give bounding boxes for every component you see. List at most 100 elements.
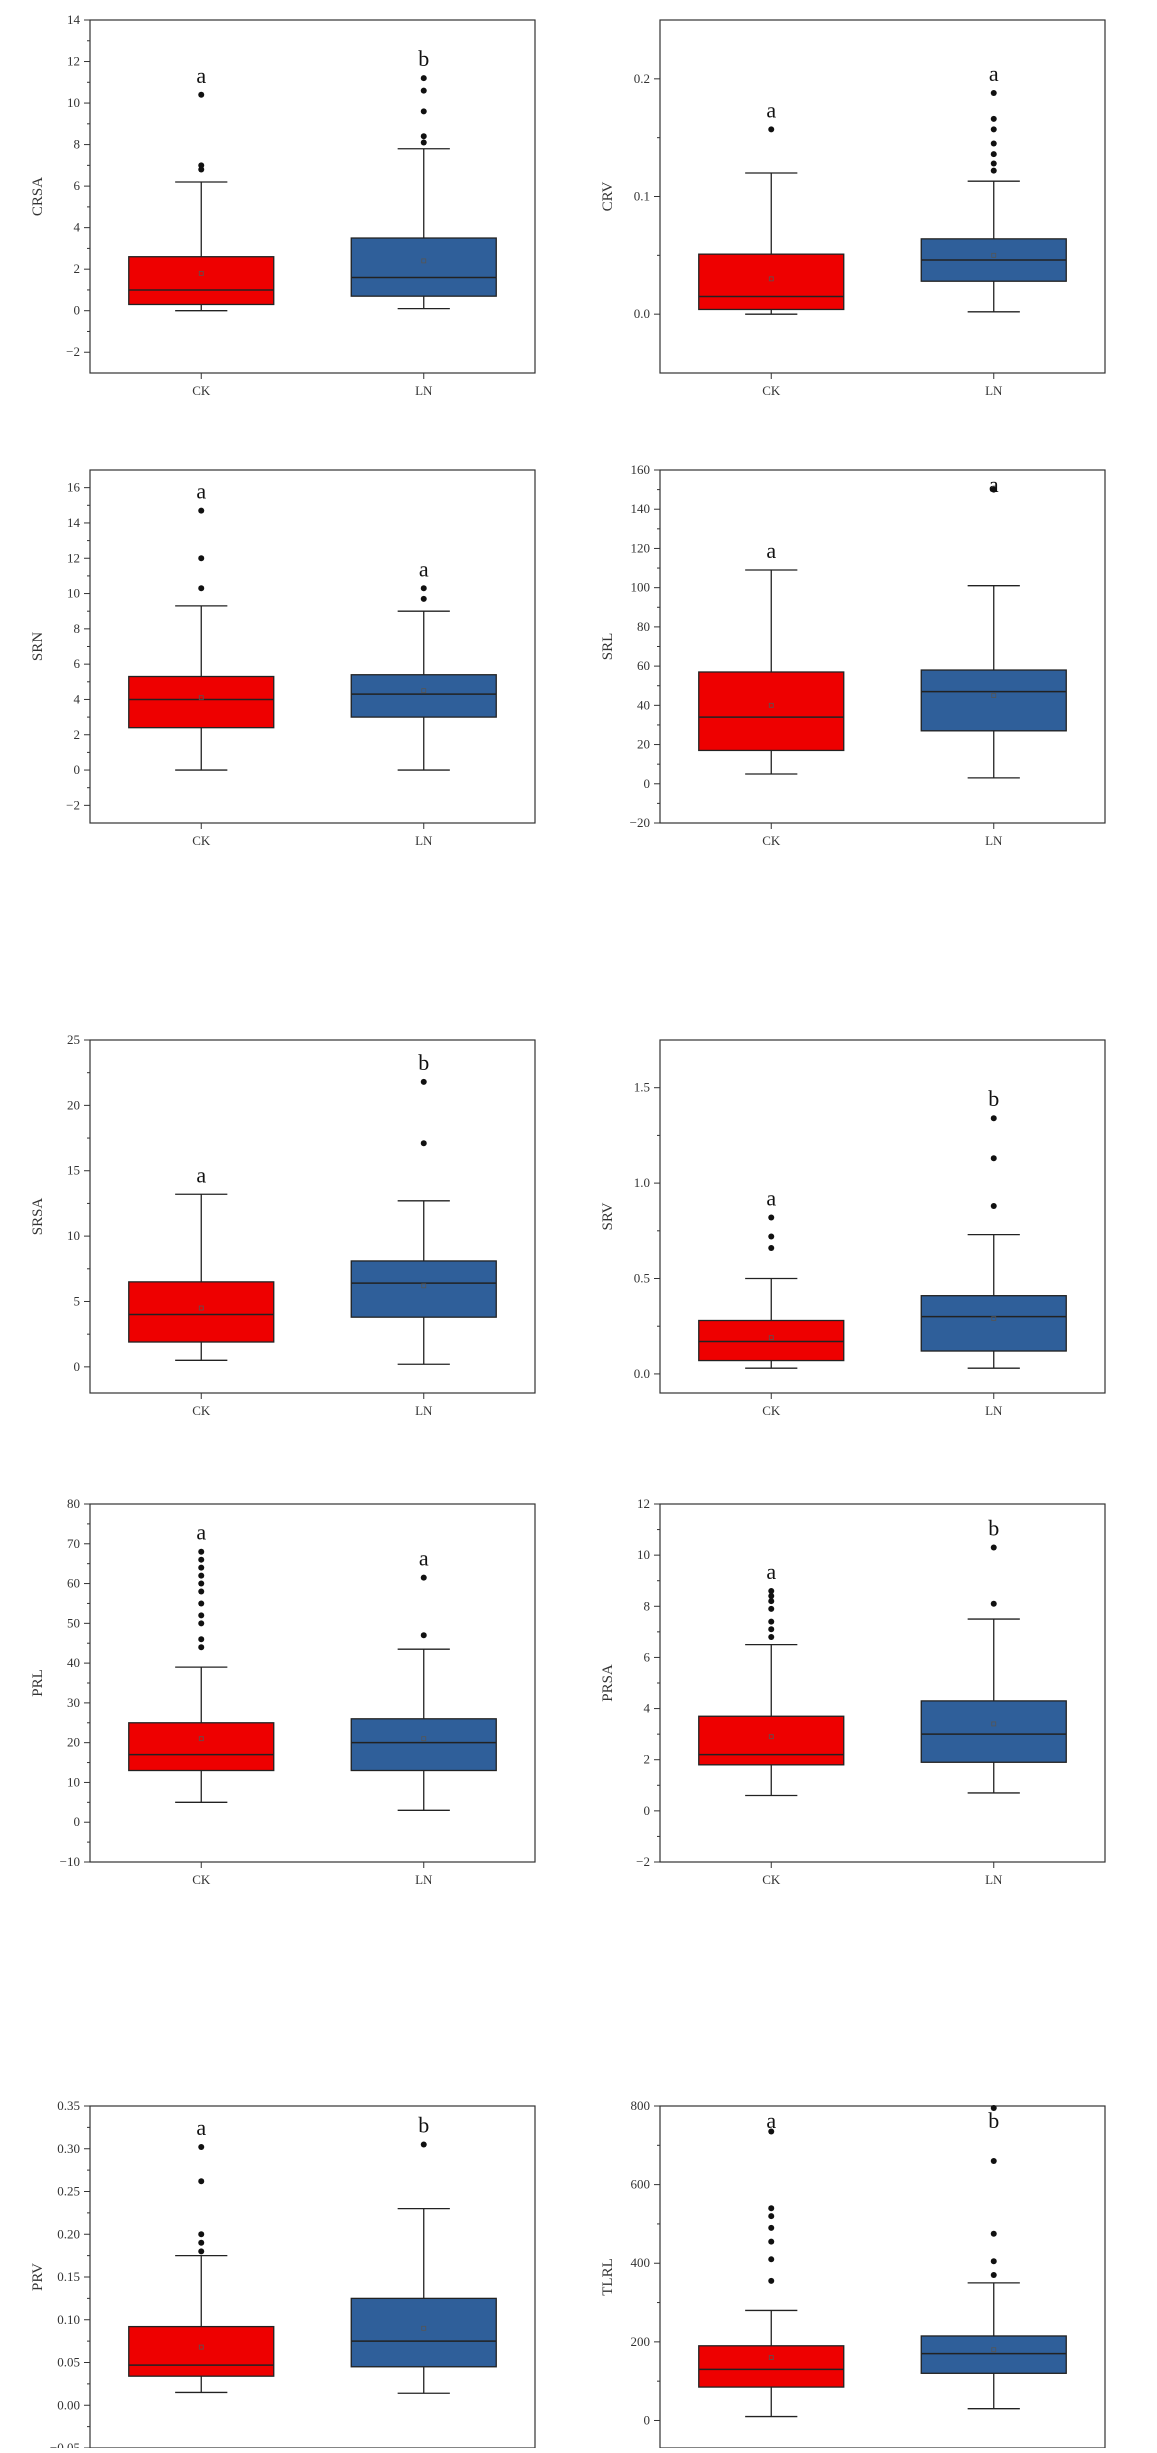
significance-letter: a [766, 2108, 776, 2133]
iqr-box [350, 2297, 497, 2368]
y-tick-label: 6 [74, 178, 81, 193]
y-tick-label: 0.1 [634, 189, 650, 204]
outlier-point [198, 2144, 205, 2151]
y-tick-label: 140 [631, 501, 651, 516]
box-ln: a [920, 472, 1067, 779]
y-tick-label: 0 [644, 776, 651, 791]
y-axis-label: PRL [30, 1669, 46, 1697]
plot-frame [659, 1039, 1106, 1394]
mean-marker [421, 1283, 427, 1289]
outlier-point [990, 151, 997, 158]
mean-marker [768, 2355, 774, 2360]
plot-frame [659, 19, 1106, 374]
y-tick-label: 0 [74, 762, 81, 777]
plot-frame [659, 1503, 1106, 1863]
outlier-point [420, 87, 427, 94]
significance-letter: a [196, 479, 206, 504]
x-tick-label: CK [192, 833, 211, 848]
box-ck: a [128, 1162, 275, 1361]
chart-panel-srl: −20 0 20 40 60 80 100 120 140 160 SRL CK LN a a [600, 462, 1106, 848]
outlier-point [198, 1600, 205, 1607]
mean-marker [991, 693, 997, 698]
y-axis-label: SRN [30, 632, 46, 661]
significance-letter: b [988, 1086, 999, 1111]
outlier-point [990, 2230, 997, 2237]
y-tick-label: 10 [67, 1228, 80, 1243]
outlier-point [198, 507, 205, 514]
x-tick-label: LN [985, 1403, 1003, 1418]
iqr-box [350, 674, 497, 718]
outlier-point [990, 2104, 997, 2111]
outlier-point [990, 1115, 997, 1122]
y-tick-label: 0.10 [57, 2312, 80, 2327]
outlier-point [990, 115, 997, 122]
x-tick-label: CK [762, 1403, 781, 1418]
y-tick-label: 160 [631, 462, 651, 477]
significance-letter: a [196, 1162, 206, 1187]
y-tick-label: 0.25 [57, 2184, 80, 2199]
y-tick-label: 6 [644, 1649, 651, 1664]
outlier-point [198, 2248, 205, 2255]
y-tick-label: 20 [67, 1735, 80, 1750]
outlier-point [768, 1593, 775, 1600]
y-tick-label: 0 [74, 1359, 81, 1374]
box-ck: a [698, 538, 845, 775]
y-tick-label: 800 [631, 2098, 651, 2113]
y-tick-label: 2 [74, 727, 81, 742]
y-tick-label: 4 [74, 691, 81, 706]
box-ck: a [698, 97, 845, 315]
y-tick-label: 0.35 [57, 2098, 80, 2113]
x-tick-label: CK [192, 1872, 211, 1887]
plot-frame [89, 19, 536, 374]
plot-frame [89, 469, 536, 824]
mean-marker [421, 1736, 427, 1742]
y-axis-label: TLRL [600, 2258, 616, 2296]
x-tick-label: LN [415, 1403, 433, 1418]
iqr-box [350, 1260, 497, 1318]
iqr-box [698, 2345, 845, 2388]
outlier-point [768, 1233, 775, 1240]
y-tick-label: 20 [637, 737, 650, 752]
y-tick-label: 10 [67, 586, 80, 601]
mean-marker [768, 276, 774, 282]
outlier-point [198, 1556, 205, 1563]
outlier-point [198, 2239, 205, 2246]
y-axis-label: SRSA [30, 1198, 46, 1236]
outlier-point [420, 1574, 427, 1581]
y-tick-label: 30 [67, 1695, 80, 1710]
plot-frame [89, 2105, 536, 2449]
outlier-point [990, 160, 997, 167]
plot-frame [89, 1039, 536, 1394]
y-tick-label: −0.05 [50, 2440, 80, 2448]
outlier-point [198, 2231, 205, 2238]
outlier-point [768, 126, 775, 133]
outlier-point [198, 91, 205, 98]
outlier-point [420, 75, 427, 82]
y-tick-label: 0.30 [57, 2141, 80, 2156]
significance-letter: a [419, 1546, 429, 1571]
y-tick-label: 50 [67, 1615, 80, 1630]
x-tick-label: LN [985, 383, 1003, 398]
outlier-point [420, 1078, 427, 1085]
y-tick-label: 60 [67, 1576, 80, 1591]
significance-letter: a [196, 1520, 206, 1545]
y-tick-label: 16 [67, 480, 81, 495]
outlier-point [768, 2238, 775, 2245]
significance-letter: a [766, 538, 776, 563]
y-axis-label: CRV [600, 182, 616, 212]
y-tick-label: 10 [67, 1774, 80, 1789]
y-tick-label: 400 [631, 2255, 651, 2270]
iqr-box [698, 1715, 845, 1766]
y-axis-label: SRL [600, 633, 616, 661]
iqr-box [920, 1700, 1067, 1763]
y-tick-label: 600 [631, 2177, 651, 2192]
significance-letter: a [196, 63, 206, 88]
outlier-point [990, 1600, 997, 1607]
box-ck: a [128, 1520, 275, 1803]
outlier-point [198, 162, 205, 169]
y-tick-label: 40 [67, 1655, 80, 1670]
significance-letter: b [418, 46, 429, 71]
box-ln: b [920, 1515, 1067, 1794]
chart-panel-tlrl: 0200400600800TLRLCKLNab [600, 2098, 1106, 2453]
x-tick-label: CK [192, 1403, 211, 1418]
